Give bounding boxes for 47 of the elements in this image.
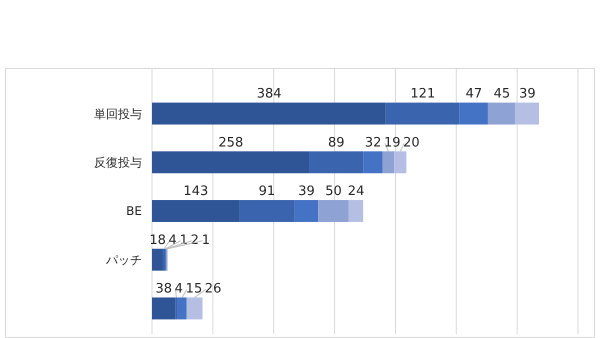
data-label: 45	[494, 86, 510, 102]
data-label: 4	[174, 281, 183, 296]
data-label: 32	[364, 135, 382, 150]
bar	[294, 200, 318, 222]
bar	[382, 151, 394, 174]
data-label: 91	[258, 184, 276, 200]
y-tick-label: 反復投与	[94, 155, 142, 170]
bar	[186, 297, 203, 320]
data-label: 1	[202, 232, 210, 248]
data-label: 20	[403, 135, 420, 150]
data-label: 47	[466, 86, 482, 102]
bar	[363, 151, 383, 174]
bar	[152, 297, 176, 320]
bar	[162, 248, 166, 271]
data-label: 143	[183, 184, 208, 200]
data-label: 18	[149, 232, 166, 248]
bar	[394, 151, 406, 174]
y-tick-label: BE	[126, 204, 142, 218]
y-tick-label: パッチ	[105, 252, 142, 267]
bar	[386, 102, 460, 125]
bar	[239, 200, 294, 222]
data-label: 4	[168, 232, 177, 248]
data-label: 26	[204, 281, 222, 296]
data-label: 19	[384, 135, 401, 150]
bar	[152, 102, 386, 125]
bar	[318, 200, 349, 222]
data-label: 258	[218, 135, 244, 150]
data-label: 121	[410, 86, 436, 102]
bar	[309, 151, 364, 174]
data-label: 89	[328, 135, 345, 150]
bar	[178, 297, 187, 320]
data-label: 15	[186, 281, 202, 296]
bar	[152, 151, 310, 174]
y-tick-label: 単回投与	[94, 106, 142, 121]
bar	[459, 102, 488, 125]
bar	[175, 297, 178, 320]
data-label: 384	[256, 86, 282, 102]
bar	[152, 200, 240, 222]
data-label: 24	[348, 184, 364, 200]
bar	[348, 200, 364, 222]
data-label: 50	[325, 184, 342, 200]
data-label: 38	[156, 281, 172, 296]
data-label: 39	[519, 86, 536, 102]
bar	[152, 248, 163, 271]
data-label: 39	[298, 184, 315, 200]
bar	[515, 102, 540, 125]
bar	[488, 102, 516, 125]
